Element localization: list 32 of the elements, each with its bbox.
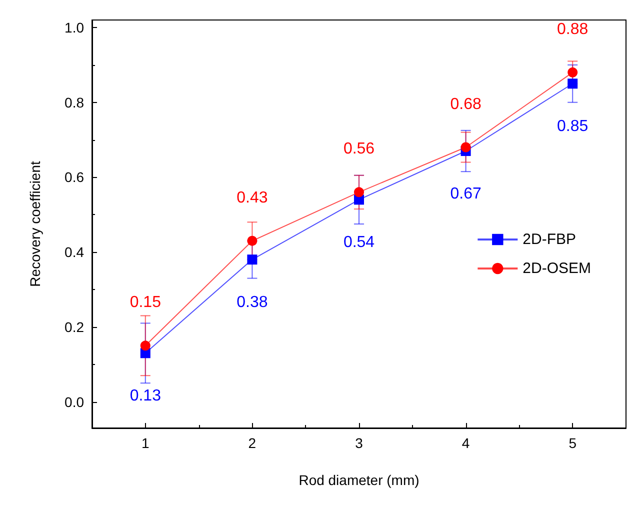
legend-label: 2D-FBP xyxy=(522,231,576,248)
x-tick-label: 5 xyxy=(568,435,577,451)
data-label: 0.54 xyxy=(343,234,375,252)
y-tick-label: 0.0 xyxy=(64,394,84,410)
point xyxy=(140,340,150,351)
point xyxy=(247,236,258,246)
data-label: 0.88 xyxy=(557,20,588,38)
data-label: 0.15 xyxy=(130,294,162,312)
legend-label: 2D-OSEM xyxy=(522,260,591,277)
x-tick-label: 2 xyxy=(248,435,256,451)
point xyxy=(460,142,471,152)
x-axis-title: Rod diameter (mm) xyxy=(298,472,420,488)
y-tick-label: 1.0 xyxy=(64,19,84,36)
point xyxy=(568,67,578,78)
x-tick-label: 1 xyxy=(142,435,150,451)
data-label: 0.85 xyxy=(557,118,588,136)
point xyxy=(568,78,578,89)
x-tick-label: 3 xyxy=(355,435,364,451)
data-label: 0.68 xyxy=(450,96,482,113)
y-tick-label: 0.4 xyxy=(64,244,84,260)
x-tick-label: 4 xyxy=(462,435,470,451)
y-tick-label: 0.8 xyxy=(64,94,84,110)
data-label: 0.56 xyxy=(343,140,375,158)
data-label: 0.43 xyxy=(236,189,268,206)
data-label: 0.67 xyxy=(450,186,482,203)
point xyxy=(247,254,258,265)
y-tick-label: 0.2 xyxy=(64,318,84,335)
y-axis-title: Recovery coefficient xyxy=(27,160,43,287)
y-tick-label: 0.6 xyxy=(64,169,84,186)
point xyxy=(354,187,364,198)
data-label: 0.38 xyxy=(236,294,268,312)
data-label: 0.13 xyxy=(130,388,162,405)
